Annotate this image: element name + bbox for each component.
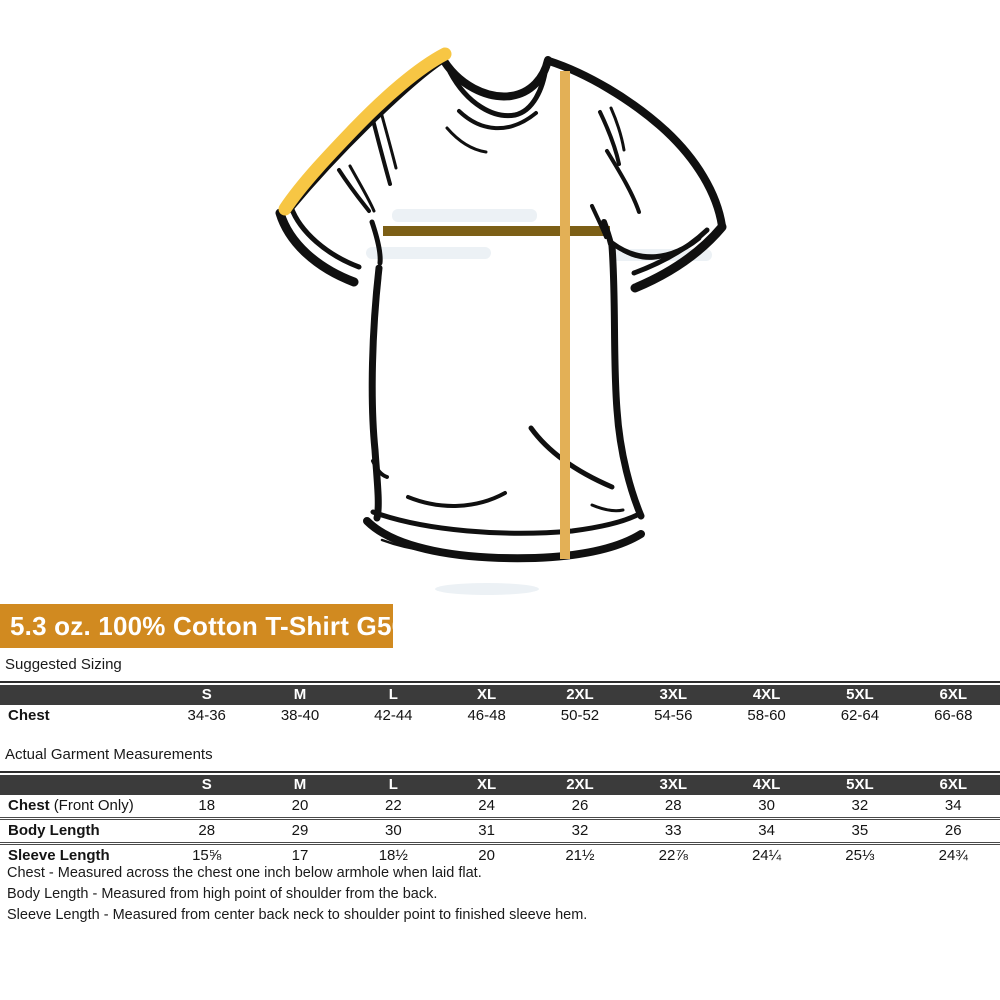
cell: 24¾ bbox=[906, 843, 1000, 867]
cell: 32 bbox=[813, 794, 907, 820]
suggested-sizing-section: Suggested Sizing S M L XL 2XL 3XL 4XL 5X… bbox=[0, 656, 1000, 727]
cell: 24 bbox=[439, 794, 534, 820]
cell: 28 bbox=[160, 818, 254, 845]
cell: 62-64 bbox=[813, 704, 907, 727]
row-label: Body Length bbox=[0, 818, 161, 845]
cell: 28 bbox=[626, 794, 720, 820]
measurement-notes: Chest - Measured across the chest one in… bbox=[7, 863, 587, 926]
size-col-header: L bbox=[346, 684, 440, 705]
divider-line bbox=[0, 771, 1000, 773]
cell: 25⅓ bbox=[813, 843, 907, 867]
note-chest: Chest - Measured across the chest one in… bbox=[7, 865, 482, 881]
cell: 15⅝ bbox=[160, 843, 254, 867]
size-col-header: 2XL bbox=[533, 774, 627, 795]
cell: 32 bbox=[533, 818, 627, 845]
size-col-header: XL bbox=[439, 684, 534, 705]
cell: 42-44 bbox=[346, 704, 440, 727]
divider-line bbox=[0, 681, 1000, 683]
tshirt-measurement-diagram bbox=[275, 47, 727, 595]
tshirt-outline bbox=[275, 52, 727, 563]
cell: 26 bbox=[533, 794, 627, 820]
cell: 20 bbox=[439, 843, 534, 867]
size-header-row: S M L XL 2XL 3XL 4XL 5XL 6XL bbox=[0, 774, 1000, 795]
table-row-body-length: Body Length 28 29 30 31 32 33 34 35 26 bbox=[0, 818, 1000, 845]
size-header-row: S M L XL 2XL 3XL 4XL 5XL 6XL bbox=[0, 684, 1000, 705]
cell: 66-68 bbox=[906, 704, 1000, 727]
cell: 58-60 bbox=[719, 704, 814, 727]
cell: 34 bbox=[906, 794, 1000, 820]
size-col-header: S bbox=[160, 684, 254, 705]
suggested-sizing-label: Suggested Sizing bbox=[5, 656, 122, 673]
table-row-chest: Chest (Front Only) 18 20 22 24 26 28 30 3… bbox=[0, 794, 1000, 820]
sleeve-length-line bbox=[278, 47, 452, 216]
size-col-header: 6XL bbox=[906, 774, 1000, 795]
note-sleeve-length: Sleeve Length - Measured from center bac… bbox=[7, 907, 588, 923]
cell: 17 bbox=[253, 843, 347, 867]
size-col-header: 3XL bbox=[626, 684, 720, 705]
cell: 34 bbox=[719, 818, 814, 845]
size-col-header: M bbox=[253, 684, 347, 705]
suggested-sizing-table: S M L XL 2XL 3XL 4XL 5XL 6XL Chest 34-36… bbox=[0, 684, 1000, 727]
cell: 54-56 bbox=[626, 704, 720, 727]
header-spacer bbox=[0, 774, 161, 795]
size-col-header: S bbox=[160, 774, 254, 795]
cell: 30 bbox=[346, 818, 440, 845]
table-row-sleeve-length: Sleeve Length 15⅝ 17 18½ 20 21½ 22⅞ 24¼ … bbox=[0, 843, 1000, 867]
cell: 33 bbox=[626, 818, 720, 845]
cell: 22 bbox=[346, 794, 440, 820]
cell: 20 bbox=[253, 794, 347, 820]
cell: 31 bbox=[439, 818, 534, 845]
size-col-header: L bbox=[346, 774, 440, 795]
size-col-header: 2XL bbox=[533, 684, 627, 705]
cell: 21½ bbox=[533, 843, 627, 867]
size-col-header: 4XL bbox=[719, 774, 814, 795]
garment-measurements-label: Actual Garment Measurements bbox=[5, 746, 213, 763]
cell: 29 bbox=[253, 818, 347, 845]
cell: 38-40 bbox=[253, 704, 347, 727]
row-label: Sleeve Length bbox=[0, 843, 161, 867]
cell: 46-48 bbox=[439, 704, 534, 727]
cell: 26 bbox=[906, 818, 1000, 845]
cell: 50-52 bbox=[533, 704, 627, 727]
garment-measurements-section: Actual Garment Measurements S M L XL 2XL… bbox=[0, 746, 1000, 867]
size-col-header: 3XL bbox=[626, 774, 720, 795]
row-label: Chest (Front Only) bbox=[0, 794, 161, 820]
size-col-header: 6XL bbox=[906, 684, 1000, 705]
cell: 18½ bbox=[346, 843, 440, 867]
note-body-length: Body Length - Measured from high point o… bbox=[7, 886, 438, 902]
size-col-header: M bbox=[253, 774, 347, 795]
cell: 24¼ bbox=[719, 843, 814, 867]
cell: 30 bbox=[719, 794, 814, 820]
cell: 22⅞ bbox=[626, 843, 720, 867]
cell: 34-36 bbox=[160, 704, 254, 727]
size-col-header: 4XL bbox=[719, 684, 814, 705]
table-row: Chest 34-36 38-40 42-44 46-48 50-52 54-5… bbox=[0, 704, 1000, 727]
cell: 35 bbox=[813, 818, 907, 845]
size-col-header: 5XL bbox=[813, 774, 907, 795]
row-label: Chest bbox=[0, 704, 161, 727]
garment-measurements-table: S M L XL 2XL 3XL 4XL 5XL 6XL Chest (Front… bbox=[0, 774, 1000, 867]
header-spacer bbox=[0, 684, 161, 705]
cell: 18 bbox=[160, 794, 254, 820]
fabric-shading bbox=[366, 209, 712, 595]
size-col-header: XL bbox=[439, 774, 534, 795]
size-col-header: 5XL bbox=[813, 684, 907, 705]
product-title: 5.3 oz. 100% Cotton T-Shirt G500 bbox=[0, 604, 421, 648]
